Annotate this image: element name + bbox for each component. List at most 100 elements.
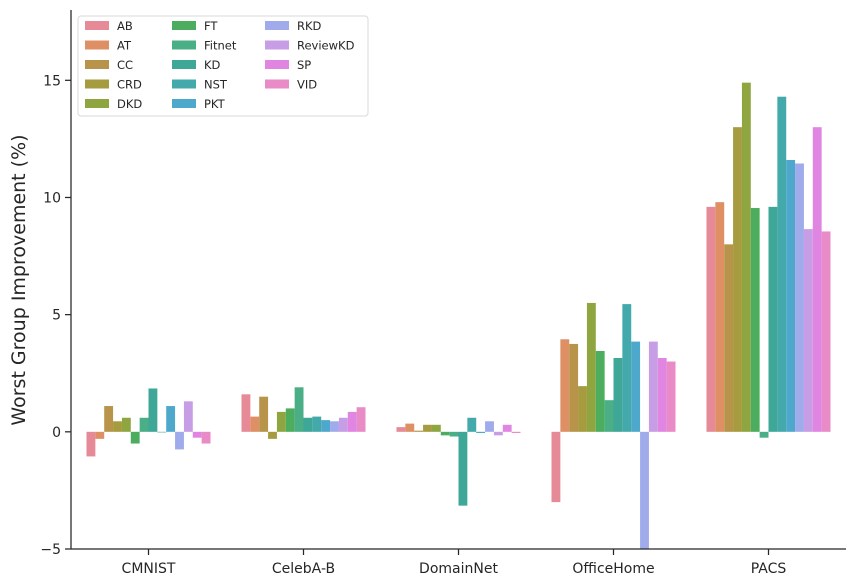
- legend-swatch-kd: [172, 60, 196, 69]
- y-tick-label: 10: [43, 190, 61, 206]
- bar-reviewkd-pacs: [803, 229, 813, 432]
- bar-cc-cmnist: [104, 406, 114, 432]
- bar-sp-celeba-b: [347, 411, 357, 432]
- bar-ft-pacs: [750, 208, 760, 432]
- legend-label-rkd: RKD: [297, 19, 322, 33]
- bar-crd-domainnet: [423, 424, 432, 432]
- bar-fitnet-celeba-b: [294, 387, 304, 432]
- legend-swatch-crd: [85, 79, 109, 89]
- bar-ft-celeba-b: [285, 408, 295, 432]
- legend-swatch-ab: [85, 21, 109, 30]
- bar-pkt-celeba-b: [321, 420, 331, 432]
- legend-label-ft: FT: [204, 19, 218, 33]
- bar-crd-celeba-b: [268, 431, 277, 439]
- bar-kd-cmnist: [148, 388, 158, 432]
- y-tick-label: −5: [40, 542, 61, 558]
- bar-pkt-pacs: [786, 159, 796, 432]
- bar-reviewkd-cmnist: [183, 401, 193, 432]
- bar-kd-celeba-b: [303, 417, 313, 432]
- legend-label-pkt: PKT: [204, 97, 226, 111]
- bar-vid-domainnet: [511, 431, 521, 433]
- bar-cc-officehome: [569, 343, 579, 432]
- bar-nst-pacs: [777, 96, 787, 432]
- bar-ft-domainnet: [440, 431, 450, 436]
- bar-nst-celeba-b: [312, 416, 322, 432]
- bar-at-pacs: [715, 202, 725, 432]
- legend: AB AT CC CRD DKD FT Fitnet KD NST PKT RKD ReviewKD S…: [77, 15, 369, 117]
- bar-rkd-cmnist: [175, 431, 184, 450]
- legend-swatch-rkd: [265, 21, 289, 30]
- y-ticks: −5 0 5 10 15: [40, 73, 71, 558]
- bar-kd-officehome: [613, 358, 623, 432]
- bar-sp-pacs: [812, 127, 822, 432]
- legend-label-cc: CC: [117, 58, 133, 72]
- legend-swatch-ft: [172, 21, 196, 30]
- legend-swatch-at: [85, 40, 109, 50]
- legend-swatch-reviewkd: [265, 40, 289, 50]
- legend-label-sp: SP: [297, 58, 311, 72]
- bar-reviewkd-celeba-b: [338, 417, 348, 432]
- bar-at-officehome: [560, 339, 570, 432]
- bar-kd-domainnet: [458, 431, 468, 506]
- legend-label-nst: NST: [204, 78, 228, 92]
- bar-rkd-domainnet: [485, 421, 494, 432]
- bar-pkt-domainnet: [476, 431, 486, 433]
- x-tick-label-domainnet: DomainNet: [419, 561, 498, 577]
- bar-sp-cmnist: [192, 431, 202, 438]
- bar-ft-cmnist: [130, 431, 140, 444]
- bar-rkd-celeba-b: [330, 421, 339, 432]
- legend-swatch-nst: [172, 79, 196, 89]
- y-tick-label: 5: [52, 308, 61, 324]
- bar-fitnet-cmnist: [139, 417, 149, 432]
- bar-dkd-celeba-b: [276, 411, 286, 432]
- bar-nst-cmnist: [157, 431, 167, 433]
- bar-nst-officehome: [622, 304, 632, 432]
- legend-swatch-dkd: [85, 99, 109, 108]
- bar-pkt-cmnist: [166, 406, 176, 432]
- bar-reviewkd-domainnet: [493, 431, 503, 436]
- bar-vid-officehome: [666, 361, 676, 432]
- y-tick-label: 0: [52, 425, 61, 441]
- legend-swatch-sp: [265, 60, 289, 69]
- x-tick-label-cmnist: CMNIST: [122, 561, 176, 577]
- legend-label-crd: CRD: [117, 78, 142, 92]
- bar-ab-pacs: [706, 206, 716, 432]
- y-tick-label: 15: [43, 73, 61, 89]
- legend-label-vid: VID: [297, 78, 317, 92]
- bar-at-celeba-b: [250, 416, 260, 432]
- legend-label-kd: KD: [204, 58, 221, 72]
- bar-crd-officehome: [578, 386, 587, 432]
- bar-nst-domainnet: [467, 417, 477, 432]
- legend-label-dkd: DKD: [117, 97, 142, 111]
- x-ticks: CMNIST CelebA-B DomainNet OfficeHome PACS: [122, 549, 787, 577]
- x-tick-label-pacs: PACS: [751, 561, 787, 577]
- x-tick-label-celeba-b: CelebA-B: [272, 561, 335, 577]
- bar-kd-pacs: [768, 206, 778, 432]
- legend-swatch-fitnet: [172, 40, 196, 50]
- bar-sp-domainnet: [502, 424, 512, 432]
- bar-rkd-officehome: [640, 431, 649, 549]
- legend-label-ab: AB: [117, 19, 133, 33]
- y-axis-label: Worst Group Improvement (%): [8, 134, 30, 425]
- bar-crd-pacs: [733, 127, 742, 432]
- bar-dkd-domainnet: [431, 424, 441, 432]
- bar-ab-cmnist: [86, 431, 96, 457]
- bar-at-domainnet: [405, 423, 415, 432]
- bar-cc-domainnet: [414, 430, 424, 432]
- bar-pkt-officehome: [631, 341, 641, 432]
- legend-swatch-pkt: [172, 99, 196, 108]
- bar-dkd-officehome: [586, 302, 596, 432]
- bar-sp-officehome: [657, 358, 667, 432]
- bar-vid-cmnist: [201, 431, 211, 444]
- bar-vid-pacs: [821, 231, 831, 432]
- bar-at-cmnist: [95, 431, 105, 439]
- bar-ab-officehome: [551, 431, 561, 503]
- legend-label-fitnet: Fitnet: [204, 39, 237, 53]
- bar-cc-pacs: [724, 244, 734, 432]
- legend-frame: [77, 15, 369, 117]
- legend-label-reviewkd: ReviewKD: [297, 39, 355, 53]
- x-tick-label-officehome: OfficeHome: [572, 561, 654, 577]
- bar-crd-cmnist: [113, 421, 122, 432]
- bars-layer: [86, 82, 831, 549]
